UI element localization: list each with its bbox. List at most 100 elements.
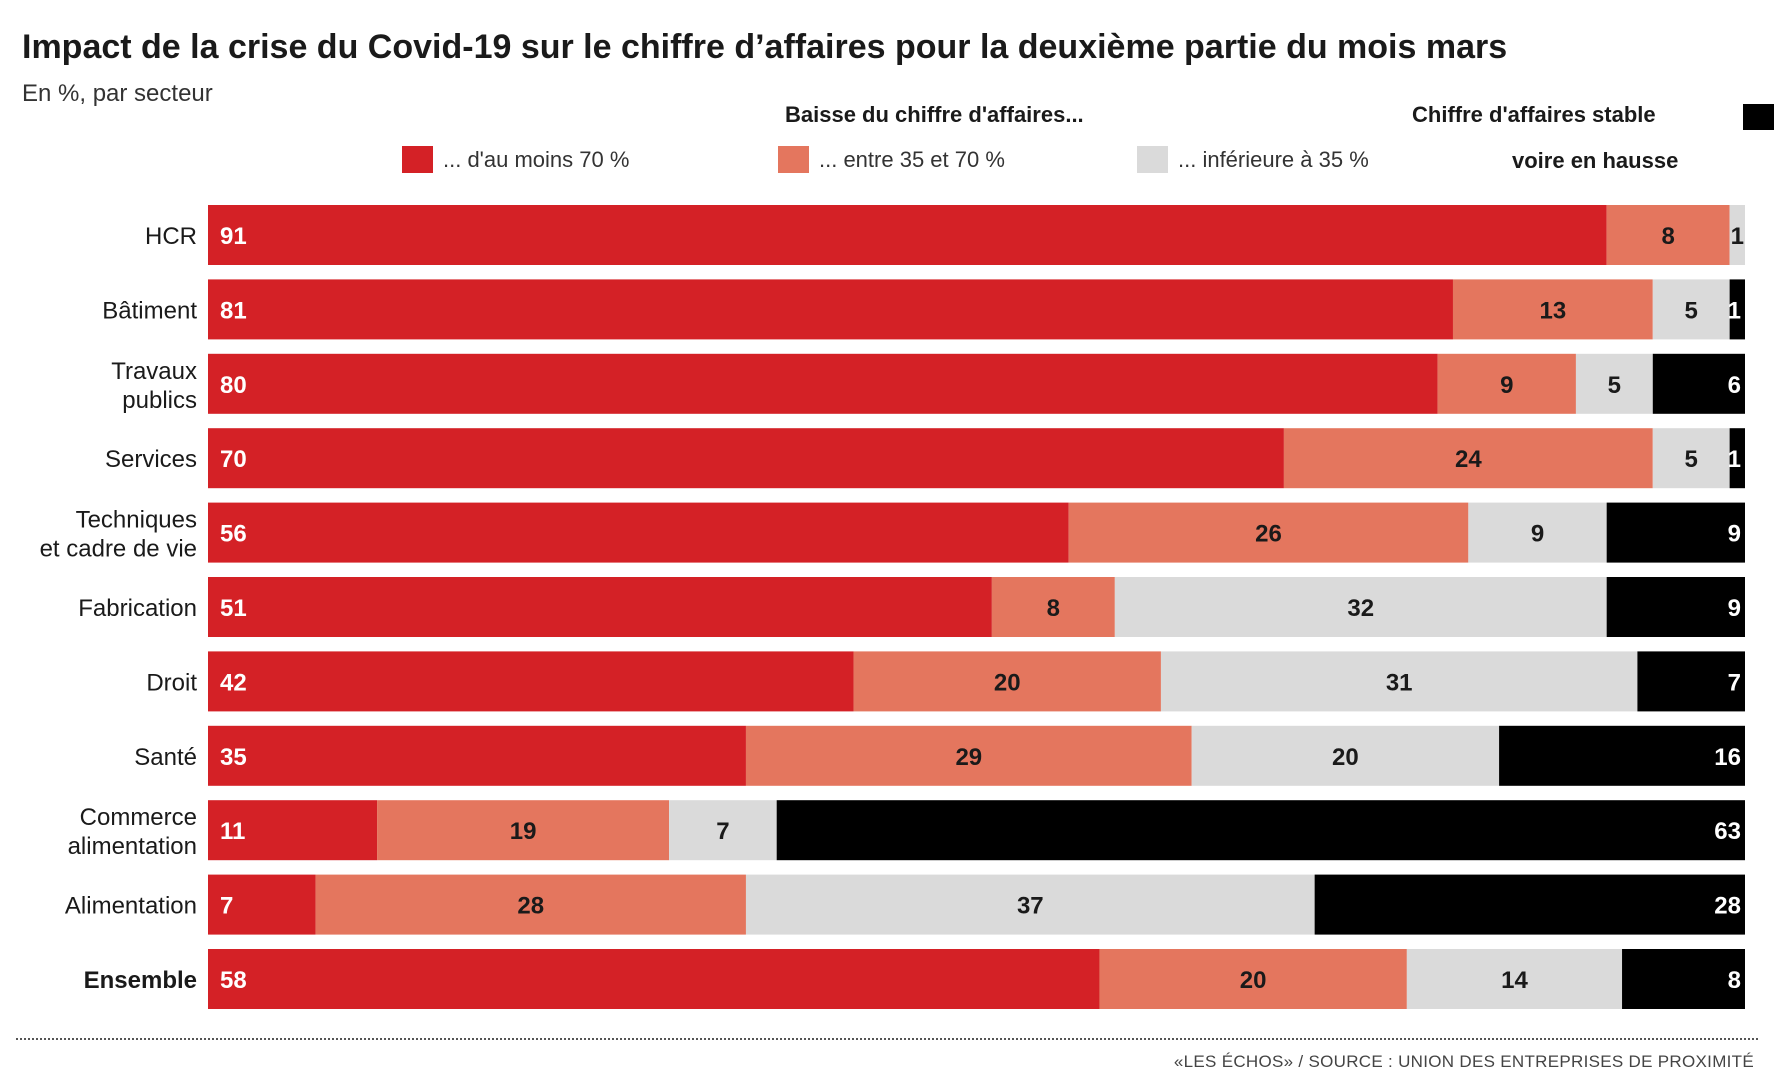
legend-stable-line1: Chiffre d'affaires stable — [1412, 102, 1656, 127]
data-label: 20 — [1240, 967, 1267, 994]
category-label: Droit — [146, 669, 197, 696]
legend-swatch-70plus — [402, 146, 433, 173]
bar-segment-under35 — [1191, 725, 1500, 786]
bar-segment-under35 — [1729, 205, 1745, 265]
legend-label-35-70: ... entre 35 et 70 % — [819, 146, 1005, 172]
bar-segment-70plus — [208, 205, 1607, 265]
data-label: 1 — [1728, 297, 1741, 324]
data-label: 8 — [1728, 967, 1741, 994]
legend-label-70plus: ... d'au moins 70 % — [443, 146, 630, 172]
bar-segment-stable — [1606, 577, 1745, 637]
bar-segment-70plus — [208, 800, 378, 861]
data-label: 31 — [1386, 669, 1413, 696]
chart-title: Impact de la crise du Covid-19 sur le ch… — [22, 28, 1508, 66]
data-label: 32 — [1347, 595, 1374, 622]
bar-segment-35-70 — [853, 651, 1161, 712]
bar-segment-stable — [1314, 874, 1745, 935]
data-label: 51 — [220, 595, 247, 622]
data-label: 81 — [220, 297, 247, 324]
bar-segment-70plus — [208, 651, 854, 712]
legend-item-under35: ... inférieure à 35 % — [1137, 146, 1369, 173]
data-label: 35 — [220, 744, 247, 771]
bar-segment-under35 — [669, 800, 777, 861]
bar-segment-stable — [776, 800, 1745, 861]
data-label: 1 — [1728, 446, 1741, 473]
data-label: 11 — [220, 818, 245, 845]
legend-stable-line2: voire en hausse — [1512, 148, 1679, 173]
data-label: 70 — [220, 446, 247, 473]
data-label: 9 — [1728, 521, 1741, 548]
bar-segment-70plus — [208, 874, 316, 935]
bar-segment-stable — [1652, 353, 1745, 414]
data-label: 58 — [220, 967, 247, 994]
bar-segment-35-70 — [1606, 205, 1730, 265]
category-label: Commerce alimentation — [68, 804, 197, 860]
data-label: 13 — [1540, 297, 1567, 324]
bar-segment-70plus — [208, 725, 746, 786]
legend-item-70plus: ... d'au moins 70 % — [402, 146, 629, 173]
bar-segment-under35 — [1406, 949, 1623, 1009]
data-label: 8 — [1047, 595, 1060, 622]
data-label: 37 — [1017, 893, 1044, 920]
bar-segment-under35 — [1652, 279, 1730, 340]
bar-segment-under35 — [1575, 353, 1653, 414]
bar-segment-35-70 — [745, 725, 1192, 786]
bar-segment-35-70 — [1068, 502, 1469, 563]
bar-segment-35-70 — [1283, 428, 1653, 489]
category-label: Alimentation — [65, 893, 197, 920]
legend-swatch-35-70 — [778, 146, 809, 173]
legend-swatch-stable — [1743, 104, 1774, 130]
legend-swatch-under35 — [1137, 146, 1168, 173]
bar-segment-under35 — [1652, 428, 1730, 489]
bar-segment-35-70 — [377, 800, 670, 861]
bar-segment-35-70 — [991, 577, 1115, 637]
data-label: 9 — [1500, 372, 1513, 399]
source-credit: «LES ÉCHOS» / SOURCE : UNION DES ENTREPR… — [1173, 1052, 1754, 1071]
data-label: 29 — [955, 744, 982, 771]
data-label: 28 — [1714, 893, 1741, 920]
category-label: Fabrication — [78, 595, 197, 622]
bar-segment-70plus — [208, 428, 1284, 489]
category-label: Ensemble — [84, 967, 197, 994]
data-label: 28 — [517, 893, 544, 920]
bar-segment-35-70 — [1437, 353, 1576, 414]
category-label: Santé — [134, 744, 197, 771]
data-label: 9 — [1728, 595, 1741, 622]
bar-segment-70plus — [208, 949, 1100, 1009]
data-label: 7 — [716, 818, 729, 845]
data-label: 63 — [1714, 818, 1741, 845]
data-label: 5 — [1685, 297, 1698, 324]
category-label: Travaux publics — [111, 358, 197, 414]
bar-segment-70plus — [208, 577, 992, 637]
data-label: 5 — [1608, 372, 1621, 399]
chart-subtitle: En %, par secteur — [22, 80, 213, 107]
data-label: 16 — [1714, 744, 1741, 771]
bar-segment-under35 — [1468, 502, 1607, 563]
bar-segment-stable — [1729, 279, 1745, 340]
footer-divider — [16, 1038, 1758, 1040]
data-label: 20 — [1332, 744, 1359, 771]
bar-segment-stable — [1729, 428, 1745, 489]
bar-segment-under35 — [745, 874, 1315, 935]
legend-label-under35: ... inférieure à 35 % — [1178, 146, 1369, 172]
bar-segment-under35 — [1114, 577, 1607, 637]
data-label: 8 — [1661, 223, 1674, 250]
legend-item-35-70: ... entre 35 et 70 % — [778, 146, 1005, 173]
bar-segment-35-70 — [1452, 279, 1653, 340]
bar-segment-35-70 — [315, 874, 746, 935]
data-label: 56 — [220, 521, 247, 548]
data-label: 1 — [1731, 223, 1744, 250]
bar-segment-70plus — [208, 353, 1438, 414]
bar-segment-under35 — [1160, 651, 1638, 712]
bar-segment-stable — [1637, 651, 1745, 712]
bar-segment-stable — [1622, 949, 1745, 1009]
data-label: 42 — [220, 669, 247, 696]
data-label: 7 — [220, 893, 233, 920]
bar-segment-70plus — [208, 502, 1069, 563]
data-label: 14 — [1501, 967, 1528, 994]
category-label: Bâtiment — [102, 297, 197, 324]
category-label: HCR — [145, 223, 197, 250]
bar-segment-70plus — [208, 279, 1453, 340]
data-label: 26 — [1255, 521, 1282, 548]
